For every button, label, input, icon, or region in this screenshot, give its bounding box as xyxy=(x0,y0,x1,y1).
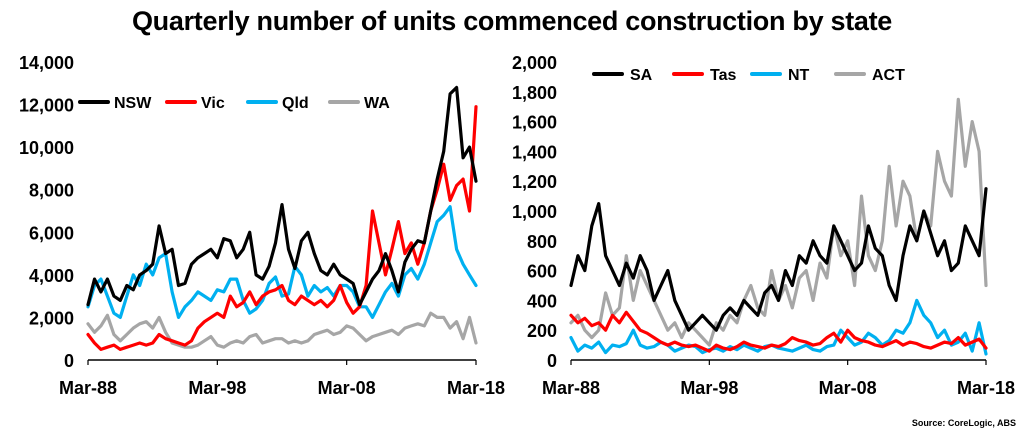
y-tick-label: 200 xyxy=(527,321,557,341)
y-tick-label: 8,000 xyxy=(29,181,74,201)
source-note: Source: CoreLogic, ABS xyxy=(911,418,1016,428)
y-tick-label: 800 xyxy=(527,232,557,252)
series-line-sa xyxy=(569,187,988,332)
chart-panel-2: 0 200 400 600 800 1,000 1,200 1,400 1,600 1,800 2,… xyxy=(512,53,1015,398)
legend-label: ACT xyxy=(872,67,905,84)
y-tick-label: 0 xyxy=(64,351,74,371)
x-tick-label: Mar-98 xyxy=(680,378,738,398)
chart-title: Quarterly number of units commenced cons… xyxy=(131,6,893,36)
y-tick-label: 400 xyxy=(527,291,557,311)
series-line-qld xyxy=(86,205,478,319)
series-line-act xyxy=(569,97,988,347)
y-tick-label: 14,000 xyxy=(19,53,74,73)
x-tick-label: Mar-08 xyxy=(318,378,376,398)
x-tick-label: Mar-88 xyxy=(542,378,600,398)
legend-label: Tas xyxy=(710,67,736,84)
legend-item-wa: WA xyxy=(328,95,390,112)
legend-item-nt: NT xyxy=(750,67,810,84)
x-tick-label: Mar-08 xyxy=(819,378,877,398)
chart-panel-1: 0 2,000 4,000 6,000 8,000 10,000 12,000 14,000 M… xyxy=(19,53,505,398)
series-line-wa xyxy=(86,311,478,349)
x-tick-label: Mar-18 xyxy=(447,378,505,398)
legend-label: Qld xyxy=(282,95,309,112)
y-tick-label: 1,600 xyxy=(512,113,557,133)
legend-label: Vic xyxy=(201,95,225,112)
x-tick-label: Mar-98 xyxy=(188,378,246,398)
legend-label: SA xyxy=(630,67,653,84)
y-tick-label: 4,000 xyxy=(29,266,74,286)
x-tick-label: Mar-18 xyxy=(957,378,1015,398)
legend-item-tas: Tas xyxy=(672,67,736,84)
y-tick-label: 6,000 xyxy=(29,223,74,243)
y-tick-label: 12,000 xyxy=(19,96,74,116)
legend-item-act: ACT xyxy=(834,67,905,84)
y-tick-label: 600 xyxy=(527,262,557,282)
y-tick-label: 1,000 xyxy=(512,202,557,222)
legend-label: NSW xyxy=(114,95,152,112)
legend-item-nsw: NSW xyxy=(78,95,152,112)
legend-item-vic: Vic xyxy=(165,95,225,112)
y-tick-label: 2,000 xyxy=(29,308,74,328)
legend-label: NT xyxy=(788,67,810,84)
y-tick-label: 0 xyxy=(547,351,557,371)
legend-item-qld: Qld xyxy=(246,95,309,112)
y-tick-label: 1,200 xyxy=(512,172,557,192)
legend-label: WA xyxy=(364,95,390,112)
y-tick-label: 2,000 xyxy=(512,53,557,73)
series-line-tas xyxy=(569,310,988,353)
y-tick-label: 10,000 xyxy=(19,138,74,158)
legend-item-sa: SA xyxy=(592,67,653,84)
y-tick-label: 1,400 xyxy=(512,142,557,162)
series-line-nsw xyxy=(86,85,478,307)
y-tick-label: 1,800 xyxy=(512,83,557,103)
x-tick-label: Mar-88 xyxy=(59,378,117,398)
series-line-vic xyxy=(86,105,478,351)
